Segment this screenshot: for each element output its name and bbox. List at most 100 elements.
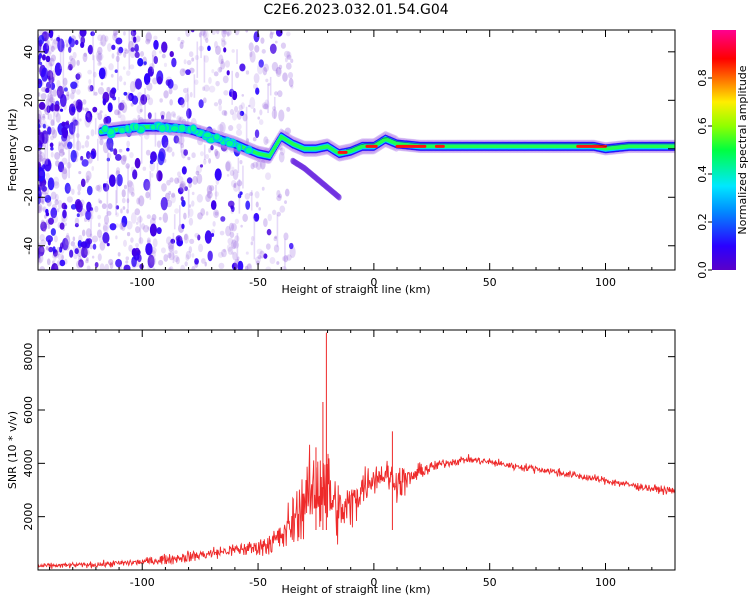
noise-speck: [82, 52, 88, 63]
noise-speck: [248, 42, 254, 52]
noise-speck: [171, 192, 176, 198]
noise-speck: [288, 242, 294, 250]
noise-streak: [187, 87, 189, 126]
noise-speck: [271, 61, 279, 72]
noise-speck: [90, 214, 94, 220]
noise-speck: [125, 260, 129, 264]
noise-speck: [134, 208, 141, 216]
noise-speck: [49, 96, 54, 103]
noise-speck: [232, 169, 239, 180]
noise-speck: [70, 204, 77, 210]
noise-speck: [210, 145, 214, 151]
noise-speck: [180, 196, 184, 202]
noise-speck: [38, 154, 42, 163]
noise-speck: [41, 190, 46, 195]
noise-speck: [77, 183, 82, 192]
noise-speck: [284, 200, 287, 205]
noise-speck: [205, 37, 209, 44]
noise-speck: [90, 129, 95, 137]
noise-speck: [258, 119, 264, 126]
noise-speck: [130, 259, 137, 267]
noise-speck: [206, 190, 213, 199]
noise-speck: [50, 146, 54, 151]
noise-speck: [66, 196, 73, 203]
noise-speck: [218, 104, 222, 112]
noise-speck: [45, 246, 49, 250]
noise-speck: [44, 192, 49, 198]
noise-speck: [203, 84, 210, 92]
colorbar-gradient: [712, 30, 736, 270]
noise-speck: [80, 41, 85, 49]
noise-speck: [236, 123, 242, 130]
noise-speck: [50, 119, 55, 126]
noise-speck: [196, 173, 203, 185]
noise-speck: [153, 55, 158, 65]
noise-speck: [42, 144, 46, 148]
noise-speck: [149, 63, 155, 70]
noise-speck: [257, 255, 262, 260]
noise-speck: [89, 87, 93, 91]
noise-speck: [181, 166, 187, 175]
noise-speck: [176, 115, 182, 123]
noise-speck: [46, 246, 51, 252]
noise-speck: [41, 67, 49, 82]
noise-speck: [50, 191, 57, 200]
noise-speck: [219, 121, 226, 134]
noise-speck: [227, 237, 234, 245]
noise-speck: [49, 103, 55, 112]
noise-speck: [86, 113, 90, 118]
noise-speck: [82, 99, 87, 105]
noise-speck: [38, 161, 41, 168]
noise-speck: [56, 246, 61, 252]
noise-streak: [245, 106, 248, 144]
noise-speck: [59, 148, 65, 157]
colorbar-tick-label: 0.0: [696, 261, 709, 279]
noise-speck: [59, 108, 64, 112]
noise-speck: [201, 258, 206, 264]
noise-speck: [168, 244, 174, 253]
chart-title: C2E6.2023.032.01.54.G04: [263, 2, 448, 18]
noise-speck: [41, 185, 48, 192]
noise-speck: [138, 100, 145, 106]
noise-speck: [213, 102, 219, 107]
noise-speck: [214, 168, 222, 181]
noise-speck: [215, 45, 221, 55]
branch-mark: [336, 194, 342, 201]
noise-streak: [276, 214, 279, 248]
noise-speck: [177, 236, 181, 242]
noise-streak: [172, 232, 175, 264]
noise-speck: [192, 175, 198, 185]
noise-speck: [244, 192, 251, 200]
noise-speck: [286, 254, 292, 261]
noise-speck: [218, 54, 224, 65]
noise-speck: [235, 129, 243, 136]
noise-speck: [197, 212, 203, 220]
noise-speck: [74, 39, 79, 46]
noise-speck: [186, 59, 192, 66]
noise-speck: [226, 30, 232, 36]
noise-speck: [249, 51, 256, 63]
noise-speck: [283, 50, 291, 58]
noise-speck: [197, 137, 204, 146]
noise-speck: [147, 66, 154, 77]
noise-speck: [188, 204, 192, 208]
noise-streak: [73, 119, 75, 149]
noise-speck: [283, 255, 289, 263]
noise-speck: [67, 94, 70, 97]
noise-speck: [126, 220, 133, 230]
noise-speck: [186, 177, 193, 184]
noise-speck: [157, 76, 163, 85]
noise-speck: [286, 131, 289, 135]
colorbar-tick-label: 0.4: [696, 165, 709, 183]
noise-speck: [137, 216, 143, 223]
noise-speck: [51, 263, 59, 270]
noise-speck: [132, 169, 138, 180]
noise-speck: [76, 89, 81, 95]
noise-speck: [50, 126, 56, 135]
noise-speck: [115, 212, 119, 217]
noise-speck: [40, 239, 47, 246]
noise-speck: [39, 266, 46, 270]
noise-speck: [239, 191, 243, 196]
noise-speck: [136, 91, 143, 102]
noise-speck: [257, 116, 261, 120]
